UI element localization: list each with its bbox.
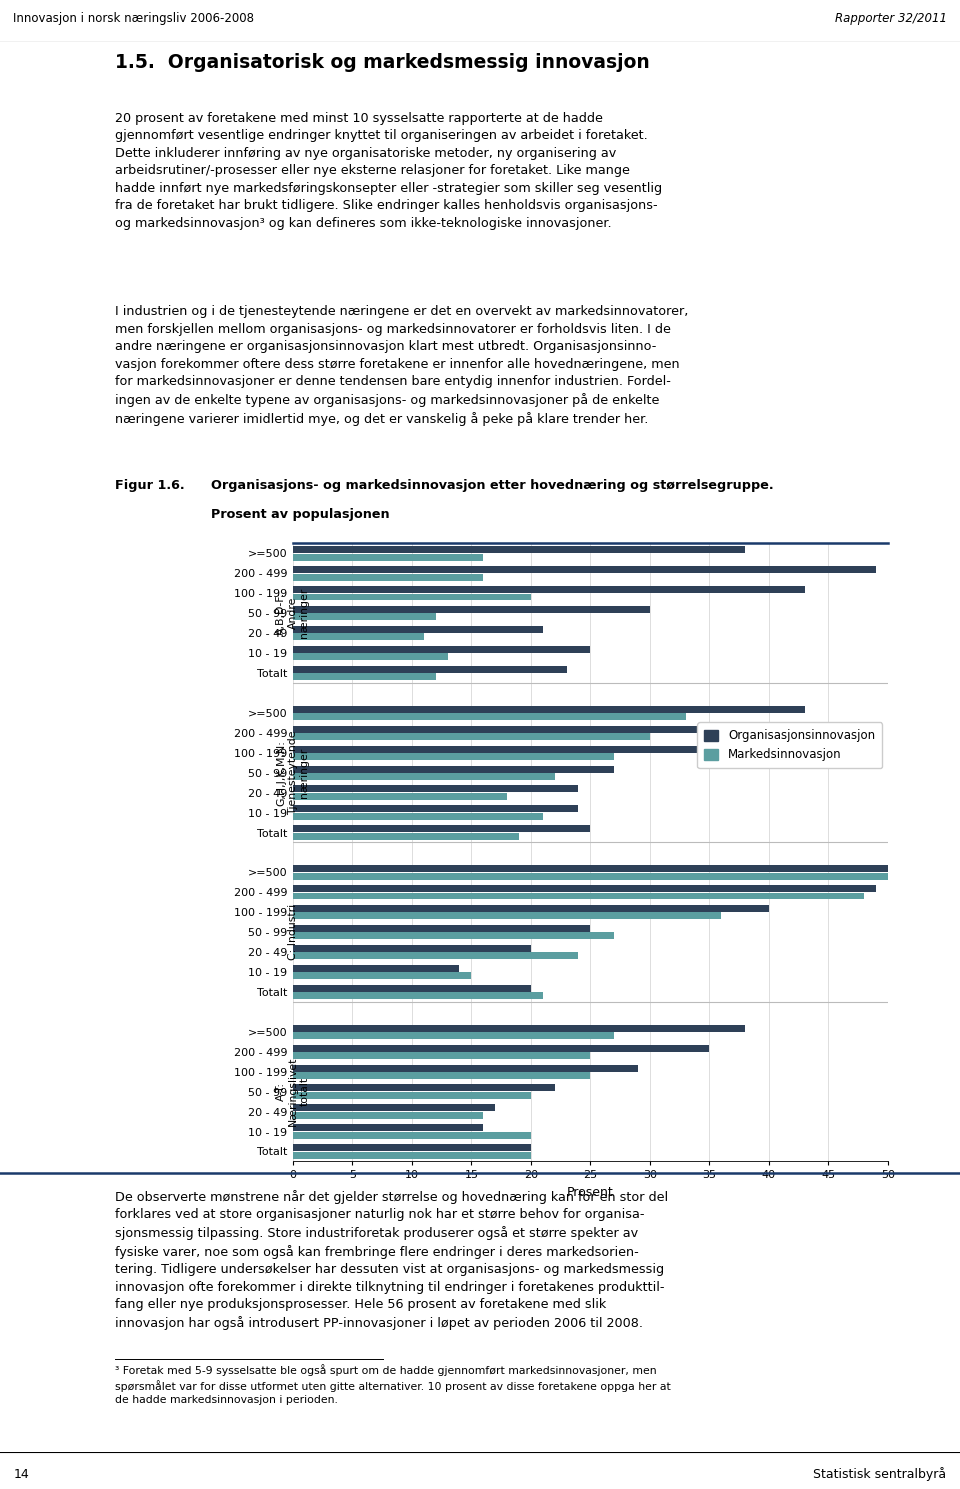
Bar bbox=[293, 765, 614, 773]
Bar bbox=[293, 733, 650, 740]
Bar bbox=[293, 913, 721, 919]
Bar bbox=[293, 554, 483, 561]
Bar bbox=[293, 625, 542, 633]
Bar bbox=[293, 925, 590, 932]
Bar bbox=[293, 786, 579, 792]
Bar bbox=[293, 813, 542, 820]
Bar bbox=[293, 1065, 638, 1072]
Text: Innovasjon i norsk næringsliv 2006-2008: Innovasjon i norsk næringsliv 2006-2008 bbox=[13, 12, 254, 25]
Bar bbox=[293, 573, 483, 581]
Bar bbox=[293, 932, 614, 940]
Bar bbox=[293, 1124, 483, 1132]
Bar bbox=[293, 946, 531, 951]
Bar bbox=[293, 1112, 483, 1118]
Bar bbox=[293, 1132, 531, 1139]
Bar bbox=[293, 1045, 709, 1051]
X-axis label: Prosent: Prosent bbox=[567, 1187, 613, 1199]
Text: 14: 14 bbox=[13, 1468, 29, 1480]
Bar bbox=[293, 633, 423, 640]
Bar bbox=[293, 1151, 531, 1158]
Text: Statistisk sentralbyrå: Statistisk sentralbyrå bbox=[813, 1467, 947, 1482]
Bar bbox=[293, 566, 876, 573]
Bar bbox=[293, 792, 507, 800]
Bar bbox=[293, 1144, 531, 1151]
Bar bbox=[293, 984, 531, 992]
Bar bbox=[293, 1105, 495, 1111]
Text: A,B,D-F:
Andre
næringer: A,B,D-F: Andre næringer bbox=[276, 588, 309, 639]
Bar bbox=[293, 713, 685, 721]
Bar bbox=[293, 673, 436, 680]
Bar bbox=[293, 953, 579, 959]
Bar bbox=[293, 884, 876, 892]
Bar bbox=[293, 965, 460, 972]
Bar bbox=[293, 606, 650, 613]
Bar bbox=[293, 746, 733, 752]
Bar bbox=[293, 825, 590, 832]
Text: Rapporter 32/2011: Rapporter 32/2011 bbox=[834, 12, 947, 25]
Legend: Organisasjonsinnovasjon, Markedsinnovasjon: Organisasjonsinnovasjon, Markedsinnovasj… bbox=[697, 722, 882, 768]
Text: I industrien og i de tjenesteytende næringene er det en overvekt av markedsinnov: I industrien og i de tjenesteytende næri… bbox=[115, 305, 688, 426]
Text: A-T:
Næringslivet
totalt: A-T: Næringslivet totalt bbox=[276, 1057, 309, 1126]
Text: C: Industri: C: Industri bbox=[288, 904, 298, 960]
Bar bbox=[293, 773, 555, 780]
Text: Organisasjons- og markedsinnovasjon etter hovednæring og størrelsegruppe.: Organisasjons- og markedsinnovasjon ette… bbox=[211, 479, 774, 493]
Bar bbox=[293, 992, 542, 999]
Bar bbox=[293, 613, 436, 621]
Text: Prosent av populasjonen: Prosent av populasjonen bbox=[211, 508, 390, 521]
Bar bbox=[293, 753, 614, 759]
Bar bbox=[293, 666, 566, 673]
Text: 20 prosent av foretakene med minst 10 sysselsatte rapporterte at de hadde
gjenno: 20 prosent av foretakene med minst 10 sy… bbox=[115, 112, 662, 229]
Bar bbox=[293, 594, 531, 600]
Bar bbox=[293, 587, 804, 593]
Bar bbox=[293, 905, 769, 913]
Bar bbox=[293, 1084, 555, 1091]
Bar bbox=[293, 1072, 590, 1080]
Bar bbox=[293, 873, 888, 880]
Text: 1.5.  Organisatorisk og markedsmessig innovasjon: 1.5. Organisatorisk og markedsmessig inn… bbox=[115, 54, 650, 73]
Bar bbox=[293, 832, 519, 840]
Text: Figur 1.6.: Figur 1.6. bbox=[115, 479, 185, 493]
Text: ³ Foretak med 5-9 sysselsatte ble også spurt om de hadde gjennomført markedsinno: ³ Foretak med 5-9 sysselsatte ble også s… bbox=[115, 1364, 671, 1406]
Text: G,H,J,K,M,N:
Tjenesteytende
næringer: G,H,J,K,M,N: Tjenesteytende næringer bbox=[276, 731, 309, 814]
Bar bbox=[293, 654, 447, 660]
Bar bbox=[293, 892, 864, 899]
Bar bbox=[293, 972, 471, 980]
Bar bbox=[293, 865, 888, 873]
Bar bbox=[293, 1024, 745, 1032]
Bar bbox=[293, 546, 745, 554]
Bar bbox=[293, 1091, 531, 1099]
Bar bbox=[293, 706, 804, 713]
Bar bbox=[293, 725, 793, 733]
Bar bbox=[293, 1053, 590, 1059]
Bar bbox=[293, 646, 590, 652]
Bar bbox=[293, 1032, 614, 1039]
Bar bbox=[293, 806, 579, 813]
Text: De observerte mønstrene når det gjelder størrelse og hovednæring kan for en stor: De observerte mønstrene når det gjelder … bbox=[115, 1190, 668, 1330]
